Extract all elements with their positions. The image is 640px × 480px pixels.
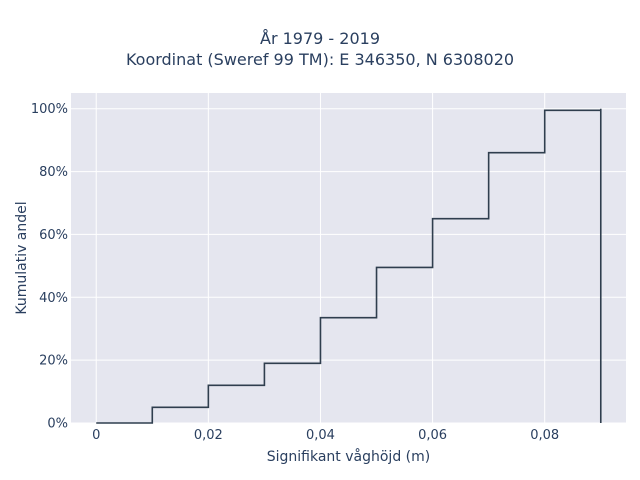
x-tick-label: 0,06 [418, 428, 447, 443]
y-tick-label: 40% [39, 291, 68, 306]
y-axis-title: Kumulativ andel [14, 201, 30, 314]
y-tick-label: 80% [39, 165, 68, 180]
plot-area [71, 93, 626, 423]
y-tick-label: 60% [39, 228, 68, 243]
x-tick-label: 0 [92, 428, 100, 443]
x-tick-label: 0,02 [194, 428, 223, 443]
y-tick-label: 20% [39, 354, 68, 369]
y-tick-label: 100% [31, 102, 68, 117]
x-axis-title: Signifikant våghöjd (m) [267, 448, 430, 465]
x-tick-label: 0,08 [530, 428, 559, 443]
x-tick-label: 0,04 [306, 428, 335, 443]
cumulative-step-line [96, 108, 602, 424]
y-tick-label: 0% [47, 417, 68, 432]
chart-title: År 1979 - 2019 [260, 29, 380, 48]
chart-subtitle: Koordinat (Sweref 99 TM): E 346350, N 63… [125, 50, 515, 69]
